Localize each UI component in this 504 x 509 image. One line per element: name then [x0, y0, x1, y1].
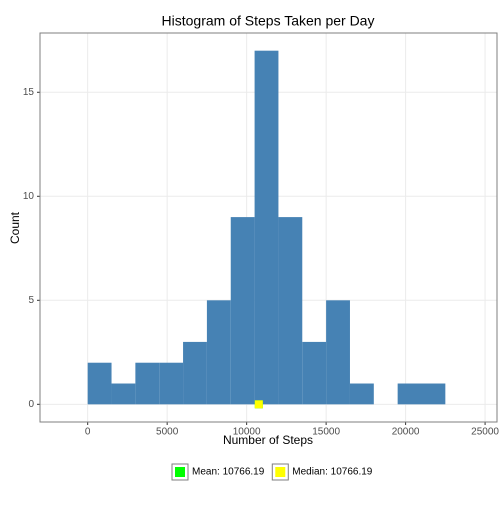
x-tick-label: 20000	[392, 427, 420, 438]
bar	[159, 362, 184, 405]
bar	[230, 217, 255, 405]
bar	[397, 383, 422, 405]
x-tick-label: 0	[85, 427, 91, 438]
marker-point	[254, 400, 263, 409]
bar	[254, 50, 279, 405]
y-tick-label: 15	[23, 87, 35, 98]
panel-border	[39, 32, 498, 423]
x-axis-label: Number of Steps	[223, 433, 313, 447]
x-tick-label: 10000	[233, 427, 261, 438]
bar	[206, 300, 231, 405]
bar	[278, 217, 303, 405]
bar	[349, 383, 374, 405]
bar	[135, 362, 160, 405]
bar	[326, 300, 350, 405]
y-tick-label: 0	[28, 399, 34, 410]
bar	[111, 383, 136, 405]
bar	[183, 341, 207, 405]
bar	[302, 341, 327, 405]
x-tick-label: 5000	[156, 427, 179, 438]
bar	[421, 383, 446, 405]
legend-label: Mean: 10766.19	[192, 467, 265, 478]
y-tick-label: 5	[28, 295, 34, 306]
legend-label: Median: 10766.19	[292, 467, 373, 478]
x-tick-label: 15000	[312, 427, 340, 438]
bar	[87, 362, 112, 405]
x-tick-label: 25000	[471, 427, 499, 438]
y-axis-label: Count	[8, 211, 22, 244]
chart-title: Histogram of Steps Taken per Day	[162, 13, 375, 29]
legend-swatch	[175, 467, 185, 477]
y-tick-label: 10	[23, 191, 35, 202]
legend-swatch	[275, 467, 286, 477]
